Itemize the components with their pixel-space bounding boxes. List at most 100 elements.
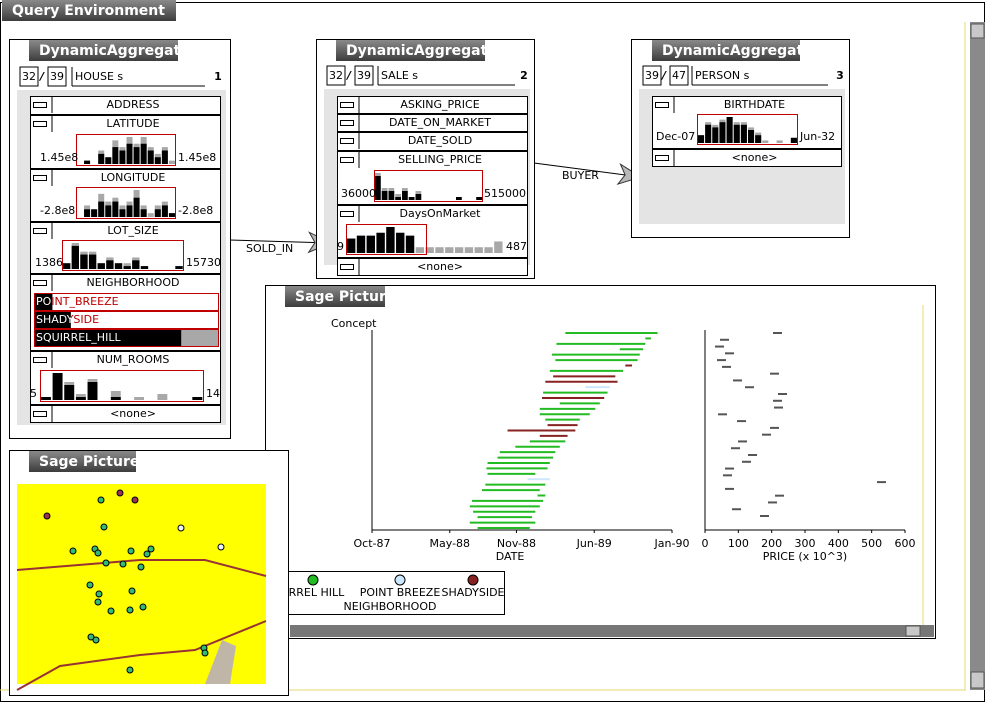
aggregate-name: SALE s	[381, 69, 418, 82]
relation-label: SOLD_IN	[246, 242, 293, 255]
histogram-selected	[347, 238, 356, 253]
relation-arrowhead	[616, 162, 643, 186]
map-point	[69, 547, 77, 555]
collapse-button[interactable]	[33, 280, 47, 286]
range-min: -2.8e8	[40, 204, 75, 217]
x-tick-label: 500	[861, 537, 882, 550]
item-box[interactable]	[34, 293, 219, 311]
collapse-button[interactable]	[340, 138, 354, 144]
map-point	[217, 543, 225, 551]
collapse-button[interactable]	[655, 102, 669, 108]
map-point	[116, 489, 124, 497]
selected-count: 32	[22, 70, 36, 83]
map-point	[43, 512, 51, 520]
collapse-button[interactable]	[33, 121, 47, 127]
range-box[interactable]	[374, 170, 483, 202]
attribute-label: <none>	[110, 407, 156, 420]
histogram-selected	[386, 227, 395, 253]
map-road	[16, 620, 267, 691]
aggregate-name: HOUSE s	[75, 70, 123, 83]
collapse-button[interactable]	[340, 102, 354, 108]
collapse-button[interactable]	[33, 175, 47, 181]
map-point	[126, 666, 134, 674]
collapse-button[interactable]	[33, 411, 47, 417]
x-tick-label: May-88	[430, 537, 471, 550]
histogram-selected	[154, 209, 161, 217]
window-title: DynamicAggregate	[39, 43, 190, 59]
map-point	[201, 649, 209, 657]
title-tab	[29, 40, 178, 61]
attribute-row	[337, 114, 528, 132]
map-point	[94, 549, 102, 557]
attribute-row	[30, 405, 221, 423]
range-box[interactable]	[76, 187, 176, 219]
collapse-button[interactable]	[655, 155, 669, 161]
attribute-row	[30, 115, 221, 169]
count-field	[47, 66, 67, 87]
map-point	[95, 590, 103, 598]
scroll-button[interactable]	[905, 625, 921, 637]
map-point	[126, 606, 134, 614]
histogram-selected	[140, 143, 147, 164]
attribute-label: BIRTHDATE	[724, 98, 785, 111]
h-scrollbar[interactable]	[290, 625, 934, 637]
collapse-button[interactable]	[33, 228, 47, 234]
item-label: SQUIRREL_HILL	[36, 331, 121, 344]
collapse-button[interactable]	[33, 102, 47, 108]
range-box[interactable]	[697, 114, 798, 145]
attribute-label: DATE_ON_MARKET	[389, 116, 491, 129]
count-field	[326, 65, 346, 86]
content: Query Environment SOLD_IN BUYER DynamicAggr…	[2, 0, 936, 696]
histogram-selected	[175, 266, 183, 269]
window-title: Query Environment	[12, 3, 165, 19]
histogram-selected	[84, 209, 91, 217]
range-min: 9	[337, 240, 344, 253]
collapse-button[interactable]	[33, 357, 47, 363]
collapse-button[interactable]	[340, 120, 354, 126]
histogram-selected	[748, 130, 755, 143]
item-box[interactable]	[34, 311, 219, 329]
range-box[interactable]	[346, 224, 427, 255]
map-point	[177, 524, 185, 532]
scroll-up[interactable]	[970, 23, 985, 39]
scrollbar[interactable]	[970, 22, 985, 690]
histogram-selected	[133, 197, 140, 217]
range-box[interactable]	[62, 240, 184, 271]
histogram-selected	[52, 373, 63, 400]
histogram-selected	[381, 191, 388, 200]
separator: /	[345, 69, 352, 82]
aggregate-index: 1	[214, 70, 222, 83]
item-box[interactable]	[34, 329, 219, 347]
histogram-selected	[408, 197, 415, 200]
range-box[interactable]	[40, 370, 204, 402]
scroll-down[interactable]	[970, 671, 985, 689]
histogram-selected	[41, 397, 51, 400]
x-tick-label: Oct-87	[354, 537, 391, 550]
histogram-total	[435, 247, 444, 253]
map-point	[107, 607, 115, 615]
collapse-button[interactable]	[340, 211, 354, 217]
collapse-button[interactable]	[340, 264, 354, 270]
histogram-total	[762, 140, 769, 143]
range-box[interactable]	[76, 134, 176, 166]
attribute-row	[652, 96, 842, 149]
map-point	[131, 496, 139, 504]
histogram-selected	[740, 124, 747, 143]
histogram-total	[415, 247, 425, 253]
count-field	[669, 65, 689, 86]
histogram-selected	[106, 260, 114, 269]
histogram-selected	[132, 260, 140, 269]
x-tick-label: 200	[761, 537, 782, 550]
attribute-label: <none>	[417, 260, 463, 273]
collapse-button[interactable]	[340, 157, 354, 163]
attribute-row	[337, 151, 528, 205]
histogram-selected	[119, 150, 126, 164]
count-field	[19, 66, 39, 87]
map-road	[16, 559, 267, 577]
attribute-label: LOT_SIZE	[107, 224, 158, 237]
aggregate-index: 2	[520, 69, 528, 82]
x-tick-label: 300	[795, 537, 816, 550]
attribute-label: NEIGHBORHOOD	[87, 276, 180, 289]
histogram-selected	[80, 254, 88, 269]
range-min: Dec-07	[656, 130, 695, 143]
